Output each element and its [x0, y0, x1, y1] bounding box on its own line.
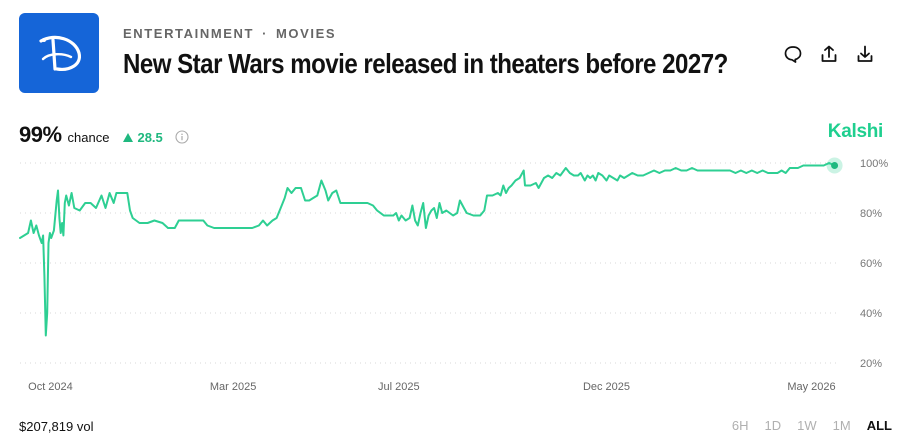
range-button-6h[interactable]: 6H	[731, 418, 749, 433]
category-link[interactable]: ENTERTAINMENT	[123, 26, 255, 41]
download-icon[interactable]	[855, 44, 875, 64]
y-tick-label: 60%	[860, 258, 882, 270]
subcategory-link[interactable]: MOVIES	[276, 26, 337, 41]
info-icon[interactable]	[175, 130, 189, 144]
chance-label: chance	[67, 130, 110, 145]
triangle-up-icon	[123, 133, 134, 142]
disney-logo	[19, 13, 99, 93]
series-line	[19, 162, 836, 337]
y-tick-label: 100%	[860, 158, 888, 170]
header-actions	[783, 44, 875, 64]
range-button-all[interactable]: ALL	[866, 418, 892, 433]
volume-label: $207,819 vol	[19, 419, 94, 434]
range-button-1w[interactable]: 1W	[797, 418, 817, 433]
y-tick-label: 80%	[860, 208, 882, 220]
share-icon[interactable]	[819, 44, 839, 64]
disney-logo-icon	[39, 35, 82, 71]
x-tick-label: Dec 2025	[583, 381, 630, 393]
x-tick-label: Mar 2025	[210, 381, 256, 393]
y-tick-label: 20%	[860, 358, 882, 370]
x-tick-label: Oct 2024	[28, 381, 73, 393]
probability-chart: 100% 80% 60% 40% 20% Oct 2024 Mar 2025 Jul 2025…	[19, 157, 888, 393]
range-button-1m[interactable]: 1M	[832, 418, 851, 433]
page-title: New Star Wars movie released in theaters…	[123, 48, 728, 79]
y-tick-label: 40%	[860, 308, 882, 320]
delta-value: 28.5	[137, 130, 163, 145]
range-selector: 6H 1D 1W 1M ALL	[732, 418, 892, 433]
chance-value: 99%	[19, 122, 62, 147]
chance-summary: 99% chance 28.5	[19, 122, 189, 148]
brand-logo: Kalshi	[827, 121, 884, 142]
comment-icon[interactable]	[783, 44, 803, 64]
latest-point	[831, 162, 839, 169]
breadcrumb-separator: ·	[262, 26, 268, 41]
breadcrumb: ENTERTAINMENT · MOVIES	[123, 26, 336, 41]
chance-delta: 28.5	[123, 130, 163, 145]
range-button-1d[interactable]: 1D	[764, 418, 782, 433]
x-tick-label: May 2026	[787, 381, 835, 393]
x-tick-label: Jul 2025	[378, 381, 420, 393]
